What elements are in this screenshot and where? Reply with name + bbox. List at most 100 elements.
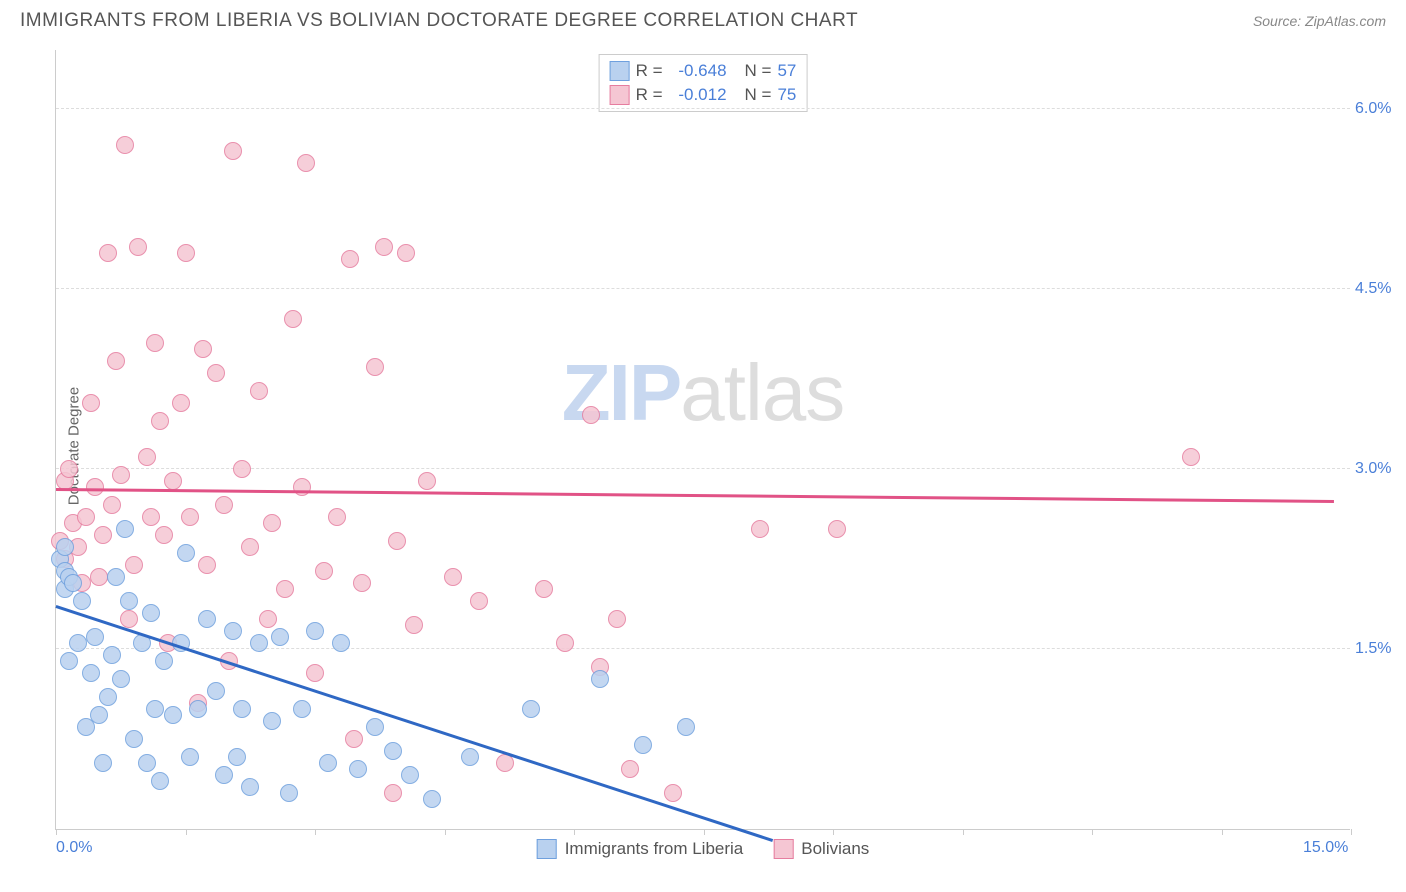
data-point bbox=[677, 718, 695, 736]
data-point bbox=[828, 520, 846, 538]
data-point bbox=[142, 508, 160, 526]
data-point bbox=[112, 670, 130, 688]
data-point bbox=[224, 622, 242, 640]
data-point bbox=[591, 670, 609, 688]
data-point bbox=[107, 352, 125, 370]
data-point bbox=[423, 790, 441, 808]
x-tick bbox=[704, 829, 705, 835]
data-point bbox=[401, 766, 419, 784]
data-point bbox=[94, 754, 112, 772]
data-point bbox=[129, 238, 147, 256]
data-point bbox=[250, 634, 268, 652]
data-point bbox=[284, 310, 302, 328]
data-point bbox=[470, 592, 488, 610]
y-tick-label: 3.0% bbox=[1355, 460, 1405, 478]
data-point bbox=[177, 544, 195, 562]
data-point bbox=[397, 244, 415, 262]
x-tick bbox=[445, 829, 446, 835]
data-point bbox=[461, 748, 479, 766]
data-point bbox=[250, 382, 268, 400]
data-point bbox=[496, 754, 514, 772]
gridline bbox=[56, 108, 1350, 109]
data-point bbox=[664, 784, 682, 802]
data-point bbox=[60, 460, 78, 478]
x-tick bbox=[1092, 829, 1093, 835]
x-tick bbox=[315, 829, 316, 835]
x-tick bbox=[1351, 829, 1352, 835]
scatter-plot-area: ZIPatlas R =-0.648N =57R =-0.012N =75 Im… bbox=[55, 50, 1350, 830]
data-point bbox=[164, 472, 182, 490]
data-point bbox=[224, 142, 242, 160]
data-point bbox=[306, 622, 324, 640]
data-point bbox=[103, 646, 121, 664]
data-point bbox=[99, 244, 117, 262]
data-point bbox=[116, 136, 134, 154]
data-point bbox=[181, 508, 199, 526]
data-point bbox=[293, 478, 311, 496]
gridline bbox=[56, 648, 1350, 649]
data-point bbox=[233, 700, 251, 718]
data-point bbox=[522, 700, 540, 718]
data-point bbox=[125, 556, 143, 574]
data-point bbox=[608, 610, 626, 628]
data-point bbox=[215, 766, 233, 784]
data-point bbox=[146, 334, 164, 352]
x-tick bbox=[574, 829, 575, 835]
legend-swatch bbox=[610, 85, 630, 105]
data-point bbox=[90, 706, 108, 724]
data-point bbox=[120, 610, 138, 628]
data-point bbox=[315, 562, 333, 580]
data-point bbox=[99, 688, 117, 706]
data-point bbox=[77, 508, 95, 526]
x-tick bbox=[833, 829, 834, 835]
gridline bbox=[56, 288, 1350, 289]
chart-title: IMMIGRANTS FROM LIBERIA VS BOLIVIAN DOCT… bbox=[20, 10, 858, 32]
data-point bbox=[82, 394, 100, 412]
x-tick bbox=[1222, 829, 1223, 835]
data-point bbox=[64, 574, 82, 592]
data-point bbox=[125, 730, 143, 748]
x-tick bbox=[186, 829, 187, 835]
data-point bbox=[319, 754, 337, 772]
data-point bbox=[151, 412, 169, 430]
data-point bbox=[138, 754, 156, 772]
data-point bbox=[82, 664, 100, 682]
data-point bbox=[388, 532, 406, 550]
data-point bbox=[90, 568, 108, 586]
data-point bbox=[280, 784, 298, 802]
trend-line bbox=[56, 605, 773, 841]
data-point bbox=[405, 616, 423, 634]
data-point bbox=[86, 628, 104, 646]
data-point bbox=[69, 634, 87, 652]
data-point bbox=[207, 682, 225, 700]
data-point bbox=[233, 460, 251, 478]
data-point bbox=[621, 760, 639, 778]
data-point bbox=[198, 556, 216, 574]
data-point bbox=[384, 784, 402, 802]
data-point bbox=[353, 574, 371, 592]
data-point bbox=[120, 592, 138, 610]
data-point bbox=[366, 718, 384, 736]
data-point bbox=[228, 748, 246, 766]
data-point bbox=[198, 610, 216, 628]
data-point bbox=[181, 748, 199, 766]
data-point bbox=[345, 730, 363, 748]
y-tick-label: 6.0% bbox=[1355, 100, 1405, 118]
data-point bbox=[241, 778, 259, 796]
data-point bbox=[151, 772, 169, 790]
data-point bbox=[164, 706, 182, 724]
data-point bbox=[94, 526, 112, 544]
data-point bbox=[418, 472, 436, 490]
data-point bbox=[341, 250, 359, 268]
data-point bbox=[259, 610, 277, 628]
correlation-legend: R =-0.648N =57R =-0.012N =75 bbox=[599, 54, 808, 112]
data-point bbox=[349, 760, 367, 778]
trend-line bbox=[56, 488, 1334, 502]
y-tick-label: 4.5% bbox=[1355, 280, 1405, 298]
x-tick bbox=[963, 829, 964, 835]
legend-swatch bbox=[610, 61, 630, 81]
data-point bbox=[207, 364, 225, 382]
data-point bbox=[138, 448, 156, 466]
data-point bbox=[112, 466, 130, 484]
x-tick-label: 0.0% bbox=[56, 839, 92, 857]
